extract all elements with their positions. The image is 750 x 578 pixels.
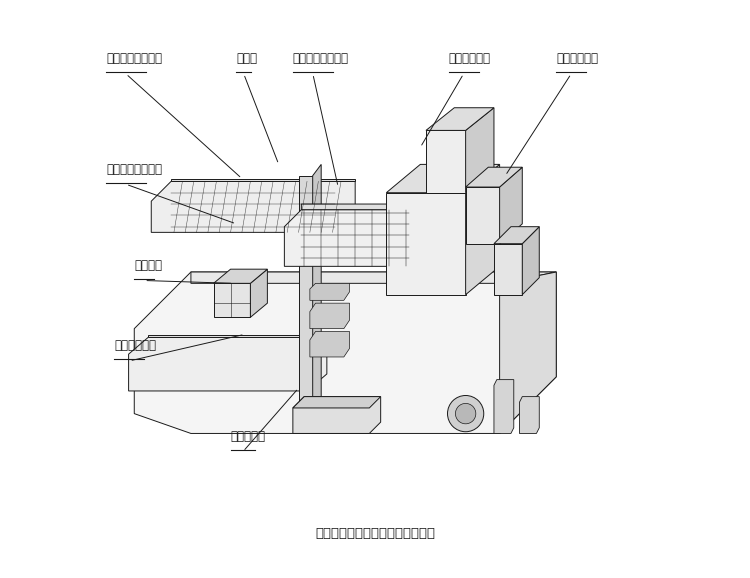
Polygon shape: [284, 210, 426, 266]
Text: 试样架: 试样架: [236, 52, 257, 65]
Polygon shape: [500, 272, 556, 434]
Polygon shape: [426, 108, 494, 131]
Polygon shape: [500, 167, 522, 244]
Polygon shape: [310, 331, 350, 357]
Polygon shape: [466, 108, 494, 192]
Polygon shape: [251, 269, 268, 317]
Polygon shape: [128, 337, 327, 391]
Polygon shape: [386, 164, 500, 192]
Text: 纵向装样气缸组件: 纵向装样气缸组件: [106, 163, 162, 176]
Polygon shape: [134, 272, 556, 434]
Polygon shape: [466, 187, 500, 244]
Polygon shape: [191, 272, 556, 283]
Polygon shape: [171, 179, 356, 181]
Polygon shape: [292, 397, 381, 408]
Circle shape: [455, 403, 476, 424]
Text: 高低温室: 高低温室: [134, 259, 162, 272]
Polygon shape: [292, 397, 381, 434]
Polygon shape: [298, 176, 313, 434]
Polygon shape: [426, 131, 466, 192]
Text: 顶聚气缸组件: 顶聚气缸组件: [448, 52, 491, 65]
Polygon shape: [214, 269, 268, 283]
Polygon shape: [148, 335, 327, 337]
Polygon shape: [386, 192, 466, 295]
Text: 低温室、试样排列及自动送样装置: 低温室、试样排列及自动送样装置: [315, 527, 435, 540]
Circle shape: [448, 395, 484, 432]
Text: 送样气缸组件: 送样气缸组件: [115, 339, 157, 353]
Polygon shape: [522, 227, 539, 295]
Polygon shape: [214, 283, 250, 317]
Polygon shape: [466, 167, 522, 187]
Polygon shape: [494, 244, 522, 295]
Text: 液氮控制阀: 液氮控制阀: [230, 430, 266, 443]
Text: 定位气缸组件: 定位气缸组件: [556, 52, 598, 65]
Polygon shape: [313, 164, 321, 434]
Polygon shape: [494, 380, 514, 434]
Polygon shape: [494, 227, 539, 244]
Polygon shape: [466, 164, 500, 295]
Polygon shape: [310, 303, 350, 329]
Text: 横向装样气缸组件: 横向装样气缸组件: [106, 52, 162, 65]
Polygon shape: [310, 283, 350, 301]
Polygon shape: [520, 397, 539, 434]
Polygon shape: [152, 181, 356, 232]
Text: 拆去上盖试样排列: 拆去上盖试样排列: [292, 52, 349, 65]
Polygon shape: [302, 204, 426, 210]
